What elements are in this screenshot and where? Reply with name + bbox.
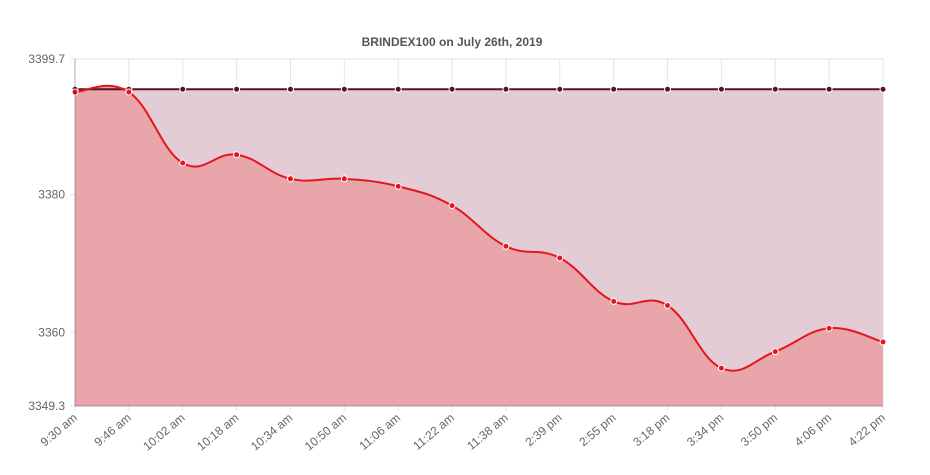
x-tick-label: 9:30 am bbox=[38, 411, 80, 450]
x-axis-ticks: 9:30 am 9:46 am 10:02 am 10:18 am 10:34 am 10… bbox=[38, 411, 888, 454]
series-2-point[interactable] bbox=[448, 202, 456, 210]
data-points bbox=[71, 85, 887, 372]
x-tick-label: 10:34 am bbox=[248, 411, 295, 454]
x-tick-label: 10:02 am bbox=[140, 411, 187, 454]
series-1-point[interactable] bbox=[717, 85, 725, 93]
x-tick-label: 11:22 am bbox=[410, 411, 457, 453]
x-tick-label: 2:39 pm bbox=[523, 411, 565, 450]
series-1-point[interactable] bbox=[664, 85, 672, 93]
y-tick-label: 3380 bbox=[38, 188, 65, 202]
x-tick-label: 11:06 am bbox=[356, 411, 403, 453]
series-2-point[interactable] bbox=[717, 364, 725, 372]
series-2-point[interactable] bbox=[825, 324, 833, 332]
series-2-point[interactable] bbox=[125, 88, 133, 96]
series-1-point[interactable] bbox=[610, 85, 618, 93]
series-1-point[interactable] bbox=[179, 85, 187, 93]
series-2-point[interactable] bbox=[179, 159, 187, 167]
x-tick-label: 10:50 am bbox=[302, 411, 349, 454]
series-1-point[interactable] bbox=[879, 85, 887, 93]
x-tick-label: 3:50 pm bbox=[738, 411, 780, 450]
y-axis-ticks: 3399.7 3380 3360 3349.3 bbox=[28, 52, 65, 413]
y-tick-label: 3349.3 bbox=[28, 399, 65, 413]
series-1-point[interactable] bbox=[233, 85, 241, 93]
series-lines bbox=[74, 84, 884, 372]
series-1-point[interactable] bbox=[448, 85, 456, 93]
y-tick-label: 3399.7 bbox=[28, 52, 65, 66]
series-1-point[interactable] bbox=[556, 85, 564, 93]
series-2-point[interactable] bbox=[771, 348, 779, 356]
y-tick-label: 3360 bbox=[38, 325, 65, 339]
x-tick-label: 4:22 pm bbox=[846, 411, 888, 450]
axes bbox=[74, 59, 883, 407]
chart-title: BRINDEX100 on July 26th, 2019 bbox=[362, 35, 543, 49]
series-2-point[interactable] bbox=[502, 242, 510, 250]
x-tick-label: 11:38 am bbox=[464, 411, 511, 453]
series-1-point[interactable] bbox=[286, 85, 294, 93]
x-tick-label: 10:18 am bbox=[194, 411, 241, 454]
series-1-point[interactable] bbox=[502, 85, 510, 93]
series-2-point[interactable] bbox=[286, 175, 294, 183]
series-2-point[interactable] bbox=[233, 151, 241, 159]
series-2-point[interactable] bbox=[610, 297, 618, 305]
series-1-point[interactable] bbox=[340, 85, 348, 93]
series-areas bbox=[75, 85, 883, 406]
series-2-point[interactable] bbox=[556, 254, 564, 262]
series-2-point[interactable] bbox=[879, 338, 887, 346]
x-tick-label: 3:18 pm bbox=[630, 411, 672, 450]
series-1-point[interactable] bbox=[394, 85, 402, 93]
series-2-line bbox=[74, 84, 884, 372]
series-1-point[interactable] bbox=[825, 85, 833, 93]
series-2-point[interactable] bbox=[394, 182, 402, 190]
series-2-area bbox=[75, 85, 883, 406]
x-tick-label: 9:46 am bbox=[92, 411, 134, 450]
x-tick-label: 4:06 pm bbox=[792, 411, 834, 450]
x-tick-label: 3:34 pm bbox=[684, 411, 726, 450]
series-2-point[interactable] bbox=[340, 175, 348, 183]
x-tick-label: 2:55 pm bbox=[576, 411, 618, 450]
series-2-point[interactable] bbox=[664, 301, 672, 309]
series-2-point[interactable] bbox=[71, 88, 79, 96]
series-1-point[interactable] bbox=[771, 85, 779, 93]
